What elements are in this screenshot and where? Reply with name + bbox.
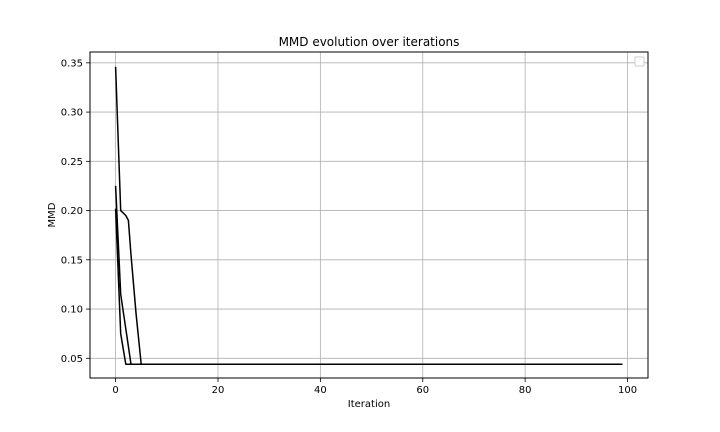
series-line-1 xyxy=(114,66,623,365)
y-tick-label: 0.20 xyxy=(61,206,83,217)
grid xyxy=(90,52,648,378)
plot-background xyxy=(90,52,648,378)
y-tick-label: 0.25 xyxy=(61,157,83,168)
x-tick-label: 0 xyxy=(112,385,118,396)
y-tick-label: 0.30 xyxy=(61,108,83,119)
y-tick-label: 0.05 xyxy=(61,354,83,365)
x-tick-label: 60 xyxy=(416,385,429,396)
x-tick-label: 40 xyxy=(314,385,327,396)
series-lines xyxy=(114,66,623,365)
x-axis-label: Iteration xyxy=(348,399,390,410)
y-axis-label: MMD xyxy=(47,202,58,227)
y-tick-label: 0.15 xyxy=(61,255,83,266)
series-line-3 xyxy=(114,208,623,365)
chart-title: MMD evolution over iterations xyxy=(279,35,460,49)
y-tick-label: 0.10 xyxy=(61,305,83,316)
legend-box xyxy=(634,56,645,67)
plot-frame xyxy=(89,51,649,379)
x-tick-label: 100 xyxy=(618,385,637,396)
y-tick-label: 0.35 xyxy=(61,58,83,69)
y-axis-ticks: 0.05 0.10 0.15 0.20 0.25 0.30 0.35 xyxy=(61,58,90,365)
x-tick-label: 20 xyxy=(212,385,225,396)
x-axis-ticks: 0 20 40 60 80 100 xyxy=(112,378,637,396)
x-tick-label: 80 xyxy=(519,385,532,396)
